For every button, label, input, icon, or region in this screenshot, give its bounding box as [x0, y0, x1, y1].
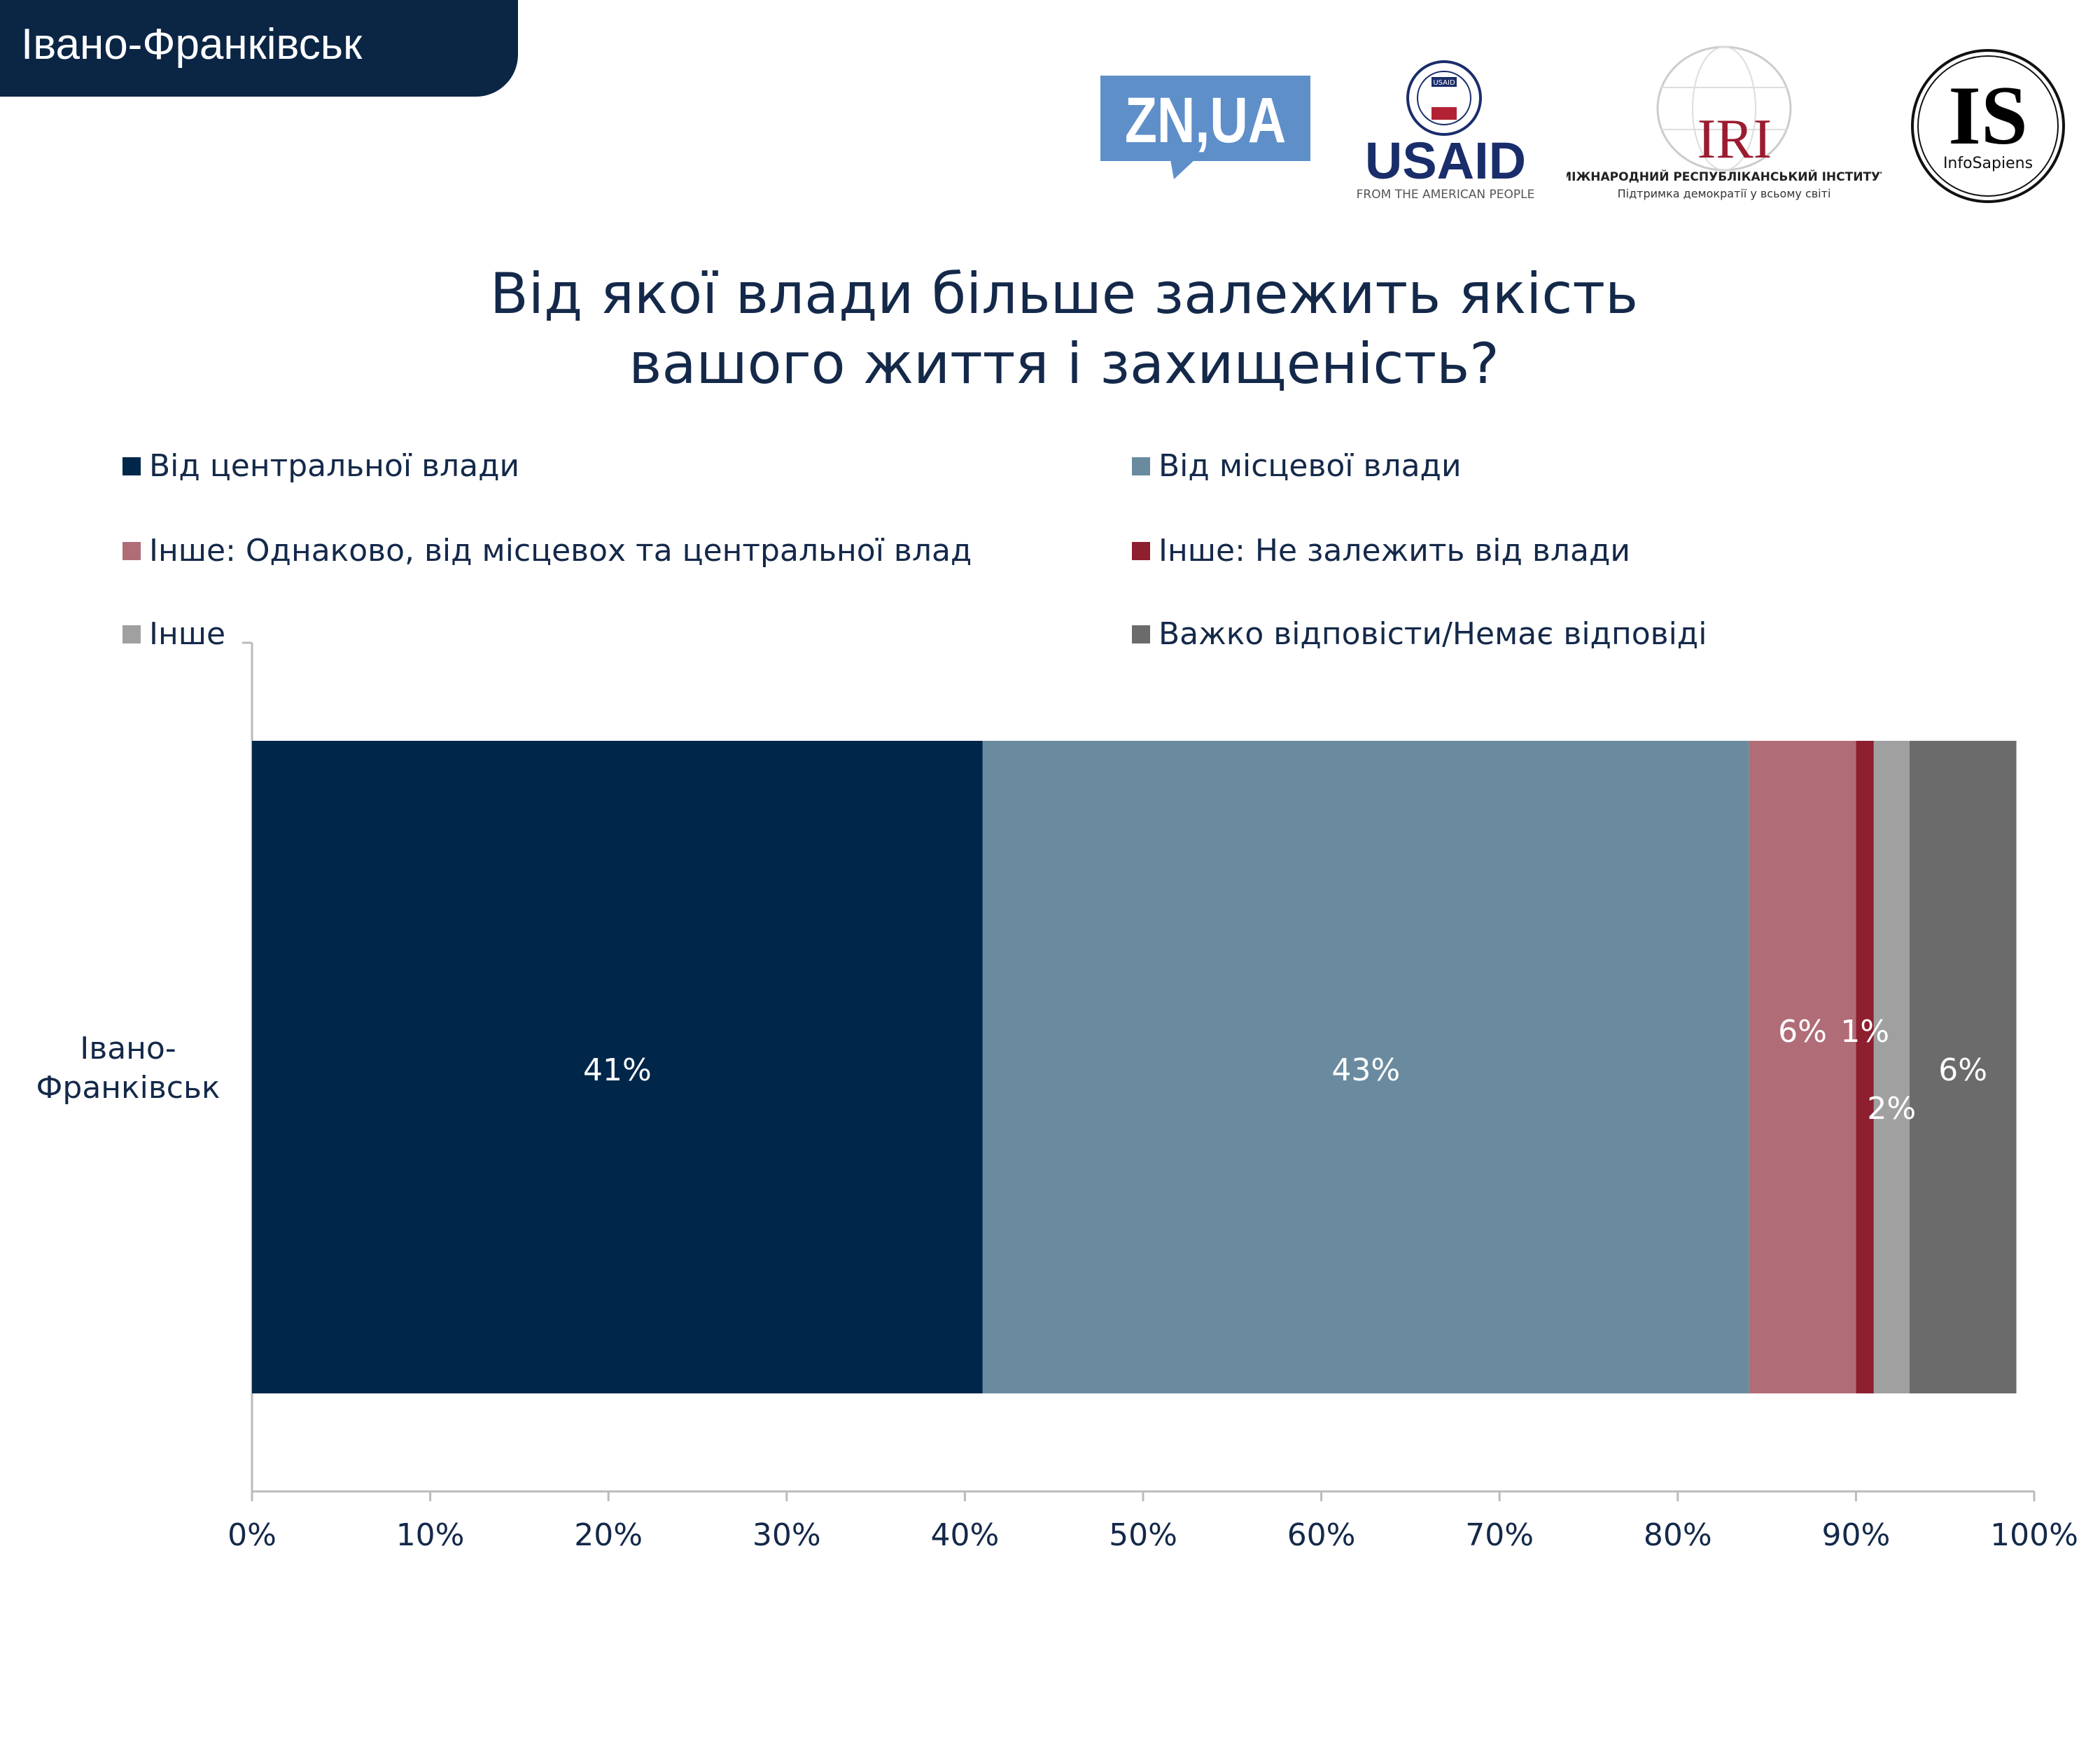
legend-item: Важко відповісти/Немає відповіді: [1132, 616, 1707, 652]
legend-swatch: [122, 541, 141, 560]
x-tick-label: 10%: [396, 1517, 465, 1553]
x-tick-label: 60%: [1287, 1517, 1356, 1553]
x-tick-label: 50%: [1109, 1517, 1177, 1553]
bar-segment: [1749, 741, 1856, 1393]
x-tick-label: 30%: [752, 1517, 821, 1553]
legend-label: Від місцевої влади: [1158, 448, 1462, 484]
svg-text:FROM THE AMERICAN PEOPLE: FROM THE AMERICAN PEOPLE: [1357, 188, 1535, 202]
svg-text:IS: IS: [1948, 69, 2027, 162]
svg-text:ZN,UA: ZN,UA: [1125, 84, 1286, 156]
x-tick-label: 100%: [1990, 1517, 2078, 1553]
data-label: 2%: [1867, 1091, 1916, 1127]
x-tick-label: 80%: [1644, 1517, 1712, 1553]
x-tick-label: 70%: [1465, 1517, 1534, 1553]
data-label: 41%: [583, 1052, 652, 1088]
bar-segment: [982, 741, 1749, 1393]
category-label: Франківськ: [36, 1070, 220, 1106]
legend-item: Інше: Не залежить від влади: [1132, 533, 1630, 569]
bar-segment: [1873, 741, 1910, 1393]
legend-label: Важко відповісти/Немає відповіді: [1158, 616, 1707, 652]
usaid-logo: USAID USAID FROM THE AMERICAN PEOPLE: [1354, 60, 1536, 203]
bar-segment: [252, 741, 983, 1393]
legend-swatch: [1132, 541, 1150, 560]
svg-text:Підтримка демократії у всьому: Підтримка демократії у всьому світі: [1618, 187, 1831, 200]
legend-item: Інше: [122, 616, 225, 652]
x-tick-label: 40%: [931, 1517, 1000, 1553]
svg-text:IRI: IRI: [1698, 109, 1772, 170]
chart-title-line-1: Від якої влади більше залежить якість: [489, 261, 1639, 326]
svg-text:USAID: USAID: [1433, 79, 1455, 87]
chart-title: Від якої влади більше залежить якість ва…: [0, 259, 2100, 399]
infosapiens-logo: IS InfoSapiens: [1907, 46, 2068, 207]
legend-label: Інше: Не залежить від влади: [1158, 533, 1630, 569]
svg-text:МІЖНАРОДНИЙ РЕСПУБЛІКАНСЬКИЙ І: МІЖНАРОДНИЙ РЕСПУБЛІКАНСЬКИЙ ІНСТИТУТ: [1567, 169, 1882, 184]
bar-segment: [1909, 741, 2017, 1393]
data-label: 43%: [1331, 1052, 1400, 1088]
legend-label: Від центральної влади: [149, 448, 520, 484]
x-tick-label: 0%: [227, 1517, 276, 1553]
region-banner: Івано-Франківськ: [0, 0, 518, 97]
region-title: Івано-Франківськ: [21, 20, 363, 69]
znua-logo: ZN,UA: [1100, 76, 1310, 181]
legend-item: Інше: Однаково, від місцевох та централь…: [122, 533, 972, 569]
legend-label: Інше: [149, 616, 226, 652]
bar-segment: [1856, 741, 1874, 1393]
x-tick-label: 20%: [574, 1517, 643, 1553]
category-label: Івано-: [80, 1031, 176, 1066]
iri-logo: IRI МІЖНАРОДНИЙ РЕСПУБЛІКАНСЬКИЙ ІНСТИТУ…: [1560, 46, 1889, 203]
chart-title-line-2: вашого життя і захищеність?: [629, 331, 1499, 396]
x-tick-label: 90%: [1822, 1517, 1891, 1553]
svg-text:USAID: USAID: [1365, 132, 1526, 190]
data-label: 6%: [1938, 1052, 1987, 1088]
legend-swatch: [1132, 625, 1150, 643]
svg-text:InfoSapiens: InfoSapiens: [1943, 155, 2033, 172]
legend-swatch: [1132, 457, 1150, 475]
legend-label: Інше: Однаково, від місцевох та централь…: [149, 533, 972, 569]
legend-swatch: [122, 457, 141, 475]
legend-item: Від місцевої влади: [1132, 448, 1462, 484]
legend-item: Від центральної влади: [122, 448, 519, 484]
data-label: 1%: [1840, 1014, 1889, 1050]
legend-swatch: [122, 625, 141, 643]
data-label: 6%: [1778, 1014, 1827, 1050]
